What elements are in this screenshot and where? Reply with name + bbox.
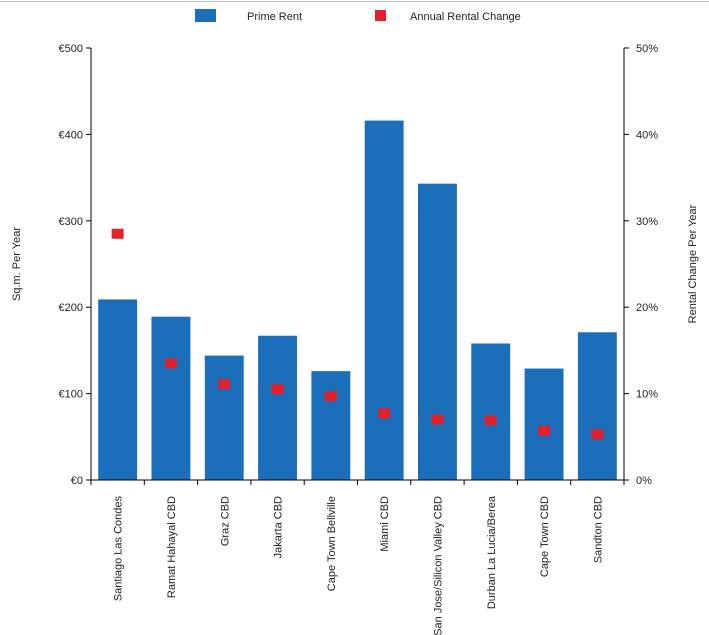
marker-series [111, 228, 604, 440]
marker-0 [111, 228, 124, 239]
marker-7 [484, 415, 497, 426]
legend-swatch-annual-rental-change [375, 10, 386, 21]
marker-5 [378, 408, 391, 419]
marker-2 [218, 379, 231, 390]
bar-0 [98, 299, 138, 480]
category-label-1: Ramat Hahayal CBD [166, 496, 178, 598]
category-labels: Santiago Las Condes Ramat Hahayal CBD Graz… [113, 495, 605, 635]
bar-3 [258, 335, 298, 480]
marker-9 [591, 429, 604, 440]
marker-3 [271, 384, 284, 395]
bar-9 [577, 332, 617, 480]
left-tick-label-5: €500 [59, 43, 83, 55]
bar-7 [471, 343, 511, 480]
category-label-2: Graz CBD [219, 496, 231, 546]
right-tick-label-2: 20% [636, 302, 658, 314]
marker-4 [324, 391, 337, 402]
category-label-7: Durban La Lucia/Berea [486, 495, 498, 609]
left-tick-label-2: €200 [59, 302, 83, 314]
category-label-5: Miami CBD [379, 496, 391, 552]
bar-4 [311, 371, 351, 480]
bar-5 [364, 120, 404, 481]
category-label-0: Santiago Las Condes [113, 496, 125, 602]
left-tick-label-0: €0 [71, 475, 83, 487]
marker-1 [164, 358, 177, 369]
right-tick-label-5: 50% [636, 43, 658, 55]
legend-label-prime-rent: Prime Rent [247, 11, 302, 23]
legend-swatch-prime-rent [195, 9, 216, 22]
y-axis-title: Sq.m. Per Year [11, 227, 23, 301]
left-tick-label-1: €100 [59, 389, 83, 401]
marker-8 [538, 425, 551, 436]
bar-2 [204, 355, 244, 480]
bar-6 [417, 183, 457, 480]
category-label-3: Jakarta CBD [273, 496, 285, 558]
bar-series [98, 120, 617, 481]
left-tick-label-4: €400 [59, 129, 83, 141]
left-tick-label-3: €300 [59, 216, 83, 228]
axes: €0 €100 €200 €300 €400 €500 0% 10% 20% 30% 40% 50% S… [11, 43, 699, 487]
bar-1 [151, 316, 191, 480]
marker-6 [431, 414, 444, 425]
right-tick-label-3: 30% [636, 216, 658, 228]
category-label-4: Cape Town Bellville [326, 496, 338, 591]
legend: Prime Rent Annual Rental Change [0, 1, 709, 23]
category-label-6: San Jose/Silicon Valley CBD [432, 496, 444, 635]
right-tick-label-0: 0% [636, 475, 652, 487]
right-tick-label-1: 10% [636, 389, 658, 401]
category-label-9: Sandton CBD [592, 496, 604, 563]
legend-label-annual-rental-change: Annual Rental Change [410, 11, 521, 23]
bar-8 [524, 368, 564, 480]
category-label-8: Cape Town CBD [539, 496, 551, 577]
right-tick-label-4: 40% [636, 129, 658, 141]
y2-axis-title: Rental Change Per Year [687, 204, 699, 323]
